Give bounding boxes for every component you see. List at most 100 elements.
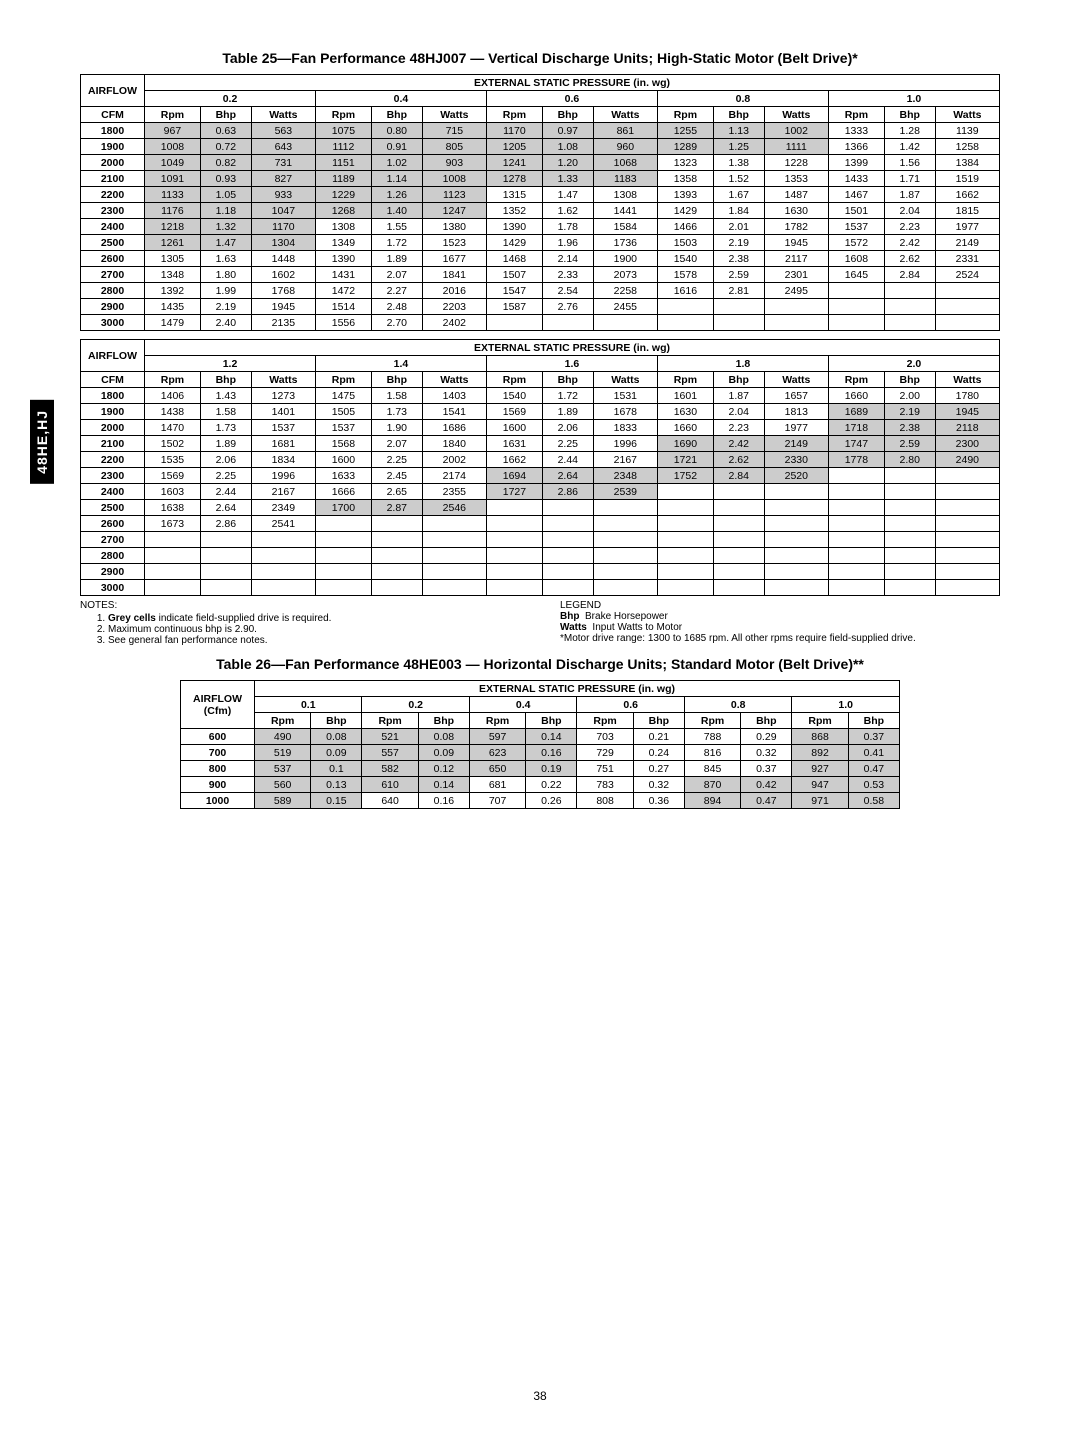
data-cell: 861	[593, 123, 657, 139]
airflow-cfm-header: AIRFLOW (Cfm)	[181, 681, 255, 729]
data-cell: 1139	[935, 123, 999, 139]
data-cell	[315, 548, 371, 564]
data-cell: 1977	[935, 219, 999, 235]
data-cell: 2016	[422, 283, 486, 299]
data-cell: 1479	[145, 315, 201, 331]
data-cell: 1608	[828, 251, 884, 267]
data-cell: 1601	[657, 388, 713, 404]
data-cell: 1068	[593, 155, 657, 171]
subcol-header: Rpm	[828, 372, 884, 388]
cfm-cell: 3000	[81, 580, 145, 596]
data-cell: 1151	[315, 155, 371, 171]
table-row: 300014792.40213515562.702402	[81, 315, 1000, 331]
data-cell: 0.16	[418, 793, 469, 809]
data-cell: 1662	[486, 452, 542, 468]
data-cell	[251, 532, 315, 548]
cfm-cell: 2900	[81, 564, 145, 580]
data-cell: 0.41	[848, 745, 899, 761]
pressure-header: 0.1	[255, 697, 362, 713]
data-cell: 1470	[145, 420, 201, 436]
data-cell: 0.14	[418, 777, 469, 793]
data-cell: 1475	[315, 388, 371, 404]
data-cell: 623	[469, 745, 525, 761]
data-cell: 2348	[593, 468, 657, 484]
data-cell: 1075	[315, 123, 371, 139]
data-cell: 2.06	[542, 420, 593, 436]
data-cell	[593, 500, 657, 516]
data-cell: 2541	[251, 516, 315, 532]
data-cell: 1429	[486, 235, 542, 251]
data-cell: 1.72	[371, 235, 422, 251]
data-cell	[935, 580, 999, 596]
data-cell: 2149	[935, 235, 999, 251]
subcol-header: Watts	[764, 107, 828, 123]
data-cell: 947	[792, 777, 848, 793]
data-cell: 2174	[422, 468, 486, 484]
table-row: 250016382.64234917002.872546	[81, 500, 1000, 516]
table-row: 200014701.73153715371.90168616002.061833…	[81, 420, 1000, 436]
data-cell	[713, 580, 764, 596]
data-cell: 2.27	[371, 283, 422, 299]
data-cell	[422, 580, 486, 596]
data-cell: 715	[422, 123, 486, 139]
data-cell: 1255	[657, 123, 713, 139]
subcol-header: Rpm	[486, 107, 542, 123]
cfm-cell: 2500	[81, 500, 145, 516]
data-cell: 1.72	[542, 388, 593, 404]
data-cell: 1747	[828, 436, 884, 452]
data-cell: 1681	[251, 436, 315, 452]
table-row: 190010080.7264311120.9180512051.08960128…	[81, 139, 1000, 155]
cfm-cell: 1000	[181, 793, 255, 809]
data-cell: 1.89	[371, 251, 422, 267]
data-cell: 1358	[657, 171, 713, 187]
data-cell: 2524	[935, 267, 999, 283]
data-cell: 1049	[145, 155, 201, 171]
airflow-header: AIRFLOW	[81, 75, 145, 107]
data-cell: 1304	[251, 235, 315, 251]
data-cell: 1218	[145, 219, 201, 235]
data-cell	[593, 564, 657, 580]
data-cell: 1507	[486, 267, 542, 283]
data-cell: 1.02	[371, 155, 422, 171]
data-cell: 1.73	[371, 404, 422, 420]
data-cell: 1537	[251, 420, 315, 436]
data-cell: 1568	[315, 436, 371, 452]
data-cell	[764, 500, 828, 516]
cfm-cell: 2200	[81, 452, 145, 468]
data-cell	[486, 315, 542, 331]
pressure-header: 0.2	[362, 697, 469, 713]
data-cell: 1384	[935, 155, 999, 171]
data-cell	[764, 484, 828, 500]
cfm-cell: 3000	[81, 315, 145, 331]
data-cell: 2167	[593, 452, 657, 468]
data-cell: 0.19	[526, 761, 577, 777]
data-cell: 1616	[657, 283, 713, 299]
data-cell: 490	[255, 729, 311, 745]
data-cell: 0.32	[633, 777, 684, 793]
data-cell	[764, 299, 828, 315]
data-cell: 2.38	[713, 251, 764, 267]
cfm-cell: 900	[181, 777, 255, 793]
data-cell	[486, 516, 542, 532]
table-row: 290014352.19194515142.48220315872.762455	[81, 299, 1000, 315]
data-cell: 1.96	[542, 235, 593, 251]
subcol-header: Bhp	[311, 713, 362, 729]
data-cell	[200, 548, 251, 564]
data-cell: 1633	[315, 468, 371, 484]
data-cell: 1689	[828, 404, 884, 420]
data-cell	[713, 516, 764, 532]
data-cell	[884, 580, 935, 596]
data-cell	[935, 283, 999, 299]
data-cell	[422, 516, 486, 532]
data-cell: 1768	[251, 283, 315, 299]
data-cell: 2539	[593, 484, 657, 500]
data-cell: 1390	[315, 251, 371, 267]
data-cell: 2.25	[200, 468, 251, 484]
data-cell: 1305	[145, 251, 201, 267]
data-cell: 1205	[486, 139, 542, 155]
data-cell	[657, 484, 713, 500]
data-cell	[884, 468, 935, 484]
data-cell: 1261	[145, 235, 201, 251]
table-row: 210010910.9382711891.14100812781.3311831…	[81, 171, 1000, 187]
data-cell: 1841	[422, 267, 486, 283]
